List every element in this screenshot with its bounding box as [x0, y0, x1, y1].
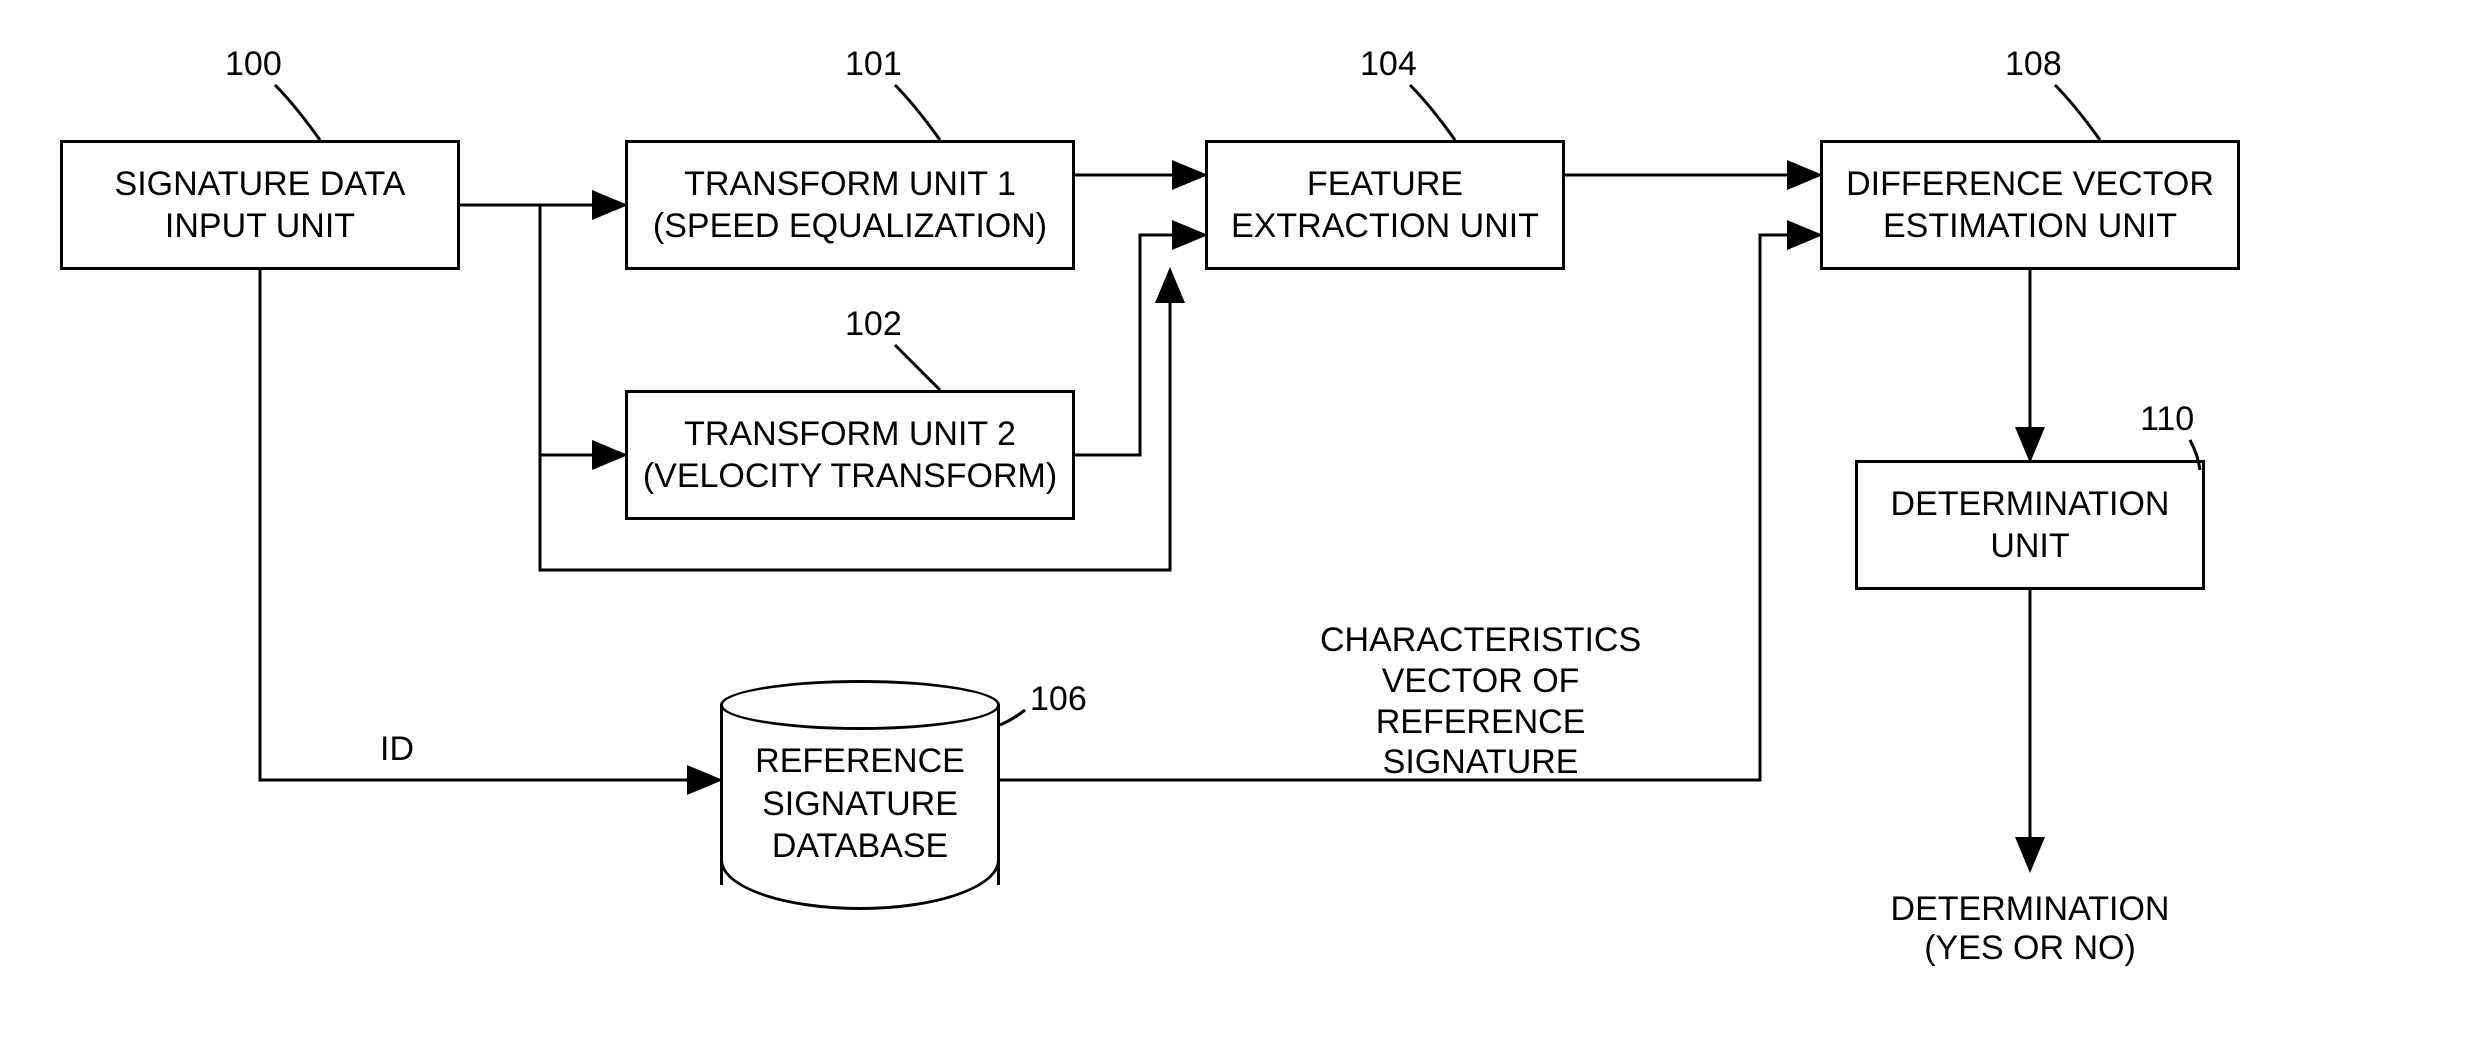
- database-106: REFERENCE SIGNATURE DATABASE: [720, 680, 1000, 910]
- block-100-label: SIGNATURE DATA INPUT UNIT: [115, 163, 406, 248]
- refnum-100: 100: [225, 45, 282, 84]
- refnum-108: 108: [2005, 45, 2062, 84]
- block-100: SIGNATURE DATA INPUT UNIT: [60, 140, 460, 270]
- refnum-101: 101: [845, 45, 902, 84]
- label-id: ID: [380, 730, 414, 769]
- block-102: TRANSFORM UNIT 2 (VELOCITY TRANSFORM): [625, 390, 1075, 520]
- block-110-label: DETERMINATION UNIT: [1891, 483, 2170, 568]
- block-104-label: FEATURE EXTRACTION UNIT: [1231, 163, 1539, 248]
- refnum-106: 106: [1030, 680, 1087, 719]
- database-106-label: REFERENCE SIGNATURE DATABASE: [720, 740, 1000, 868]
- block-102-label: TRANSFORM UNIT 2 (VELOCITY TRANSFORM): [643, 413, 1057, 498]
- label-cvref: CHARACTERISTICS VECTOR OF REFERENCE SIGN…: [1320, 620, 1641, 783]
- refnum-104: 104: [1360, 45, 1417, 84]
- block-104: FEATURE EXTRACTION UNIT: [1205, 140, 1565, 270]
- block-108: DIFFERENCE VECTOR ESTIMATION UNIT: [1820, 140, 2240, 270]
- label-determination: DETERMINATION (YES OR NO): [1855, 890, 2205, 968]
- block-108-label: DIFFERENCE VECTOR ESTIMATION UNIT: [1846, 163, 2214, 248]
- block-101-label: TRANSFORM UNIT 1 (SPEED EQUALIZATION): [653, 163, 1047, 248]
- refnum-110: 110: [2140, 400, 2194, 439]
- block-110: DETERMINATION UNIT: [1855, 460, 2205, 590]
- block-101: TRANSFORM UNIT 1 (SPEED EQUALIZATION): [625, 140, 1075, 270]
- refnum-102: 102: [845, 305, 902, 344]
